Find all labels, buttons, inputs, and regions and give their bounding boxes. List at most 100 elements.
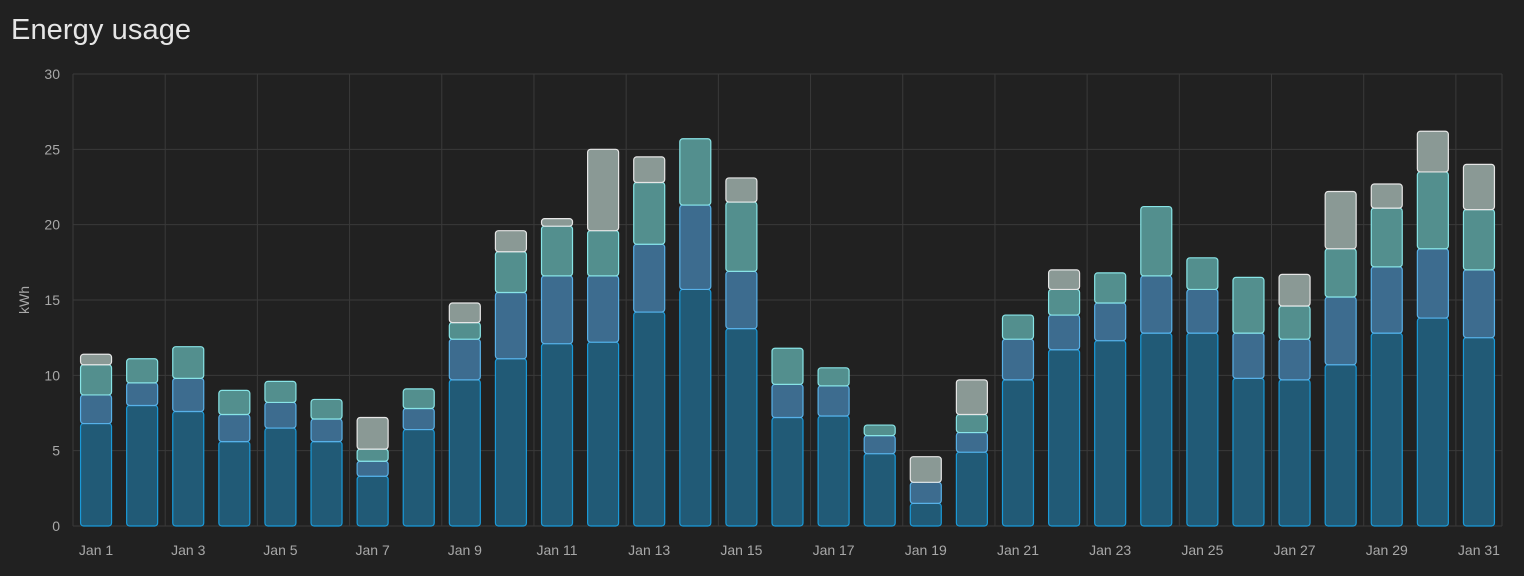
x-tick-label: Jan 5: [263, 542, 297, 558]
bar-segment: [633, 156, 666, 184]
bar-segment: [1232, 276, 1265, 334]
y-tick-label: 10: [44, 367, 60, 383]
bar-segment: [126, 382, 159, 407]
bar-segment: [955, 431, 988, 453]
bar-segment: [402, 407, 435, 431]
card-title: Energy usage: [11, 14, 192, 46]
bar-segment: [79, 353, 113, 366]
bar-segment: [955, 379, 988, 416]
x-tick-label: Jan 3: [171, 542, 205, 558]
x-tick-label: Jan 1: [79, 542, 113, 558]
bar-segment: [679, 288, 712, 527]
bar-segment: [1001, 379, 1035, 527]
bar-segment: [1462, 163, 1496, 211]
bar-segment: [1001, 314, 1035, 340]
bar-segment: [172, 377, 205, 413]
bar-segment: [1370, 183, 1403, 209]
bar-segment: [909, 456, 942, 483]
bar-segment: [310, 418, 343, 443]
bar-segment: [817, 415, 850, 527]
bar-segment: [1047, 349, 1081, 527]
bar-segment: [1278, 379, 1311, 527]
bar-segment: [1416, 171, 1449, 250]
y-tick-label: 0: [52, 518, 60, 534]
bar-segment: [1140, 205, 1173, 277]
bar-segment: [863, 424, 896, 437]
bar-segment: [1140, 275, 1173, 334]
bar-segment: [1462, 269, 1496, 339]
x-tick-label: Jan 27: [1274, 542, 1316, 558]
bar-segment: [126, 358, 159, 384]
bar-segment: [725, 201, 758, 272]
bar-segment: [633, 311, 666, 527]
bar-segment: [1370, 207, 1403, 268]
x-tick-label: Jan 15: [720, 542, 762, 558]
bar-segment: [587, 230, 620, 277]
x-tick-label: Jan 25: [1181, 542, 1223, 558]
bar-segment: [448, 322, 481, 340]
bar-segment: [1416, 248, 1449, 319]
x-tick-label: Jan 9: [448, 542, 482, 558]
bar-segment: [1324, 248, 1357, 298]
bar-segment: [1094, 340, 1127, 527]
bar-segment: [494, 251, 528, 294]
bar-segment: [587, 148, 620, 232]
bar-segment: [1094, 272, 1127, 304]
x-tick-label: Jan 13: [628, 542, 670, 558]
bar-segment: [1186, 257, 1219, 291]
bar-segment: [540, 343, 574, 527]
bar-segment: [1324, 364, 1357, 527]
bar-segment: [1047, 269, 1081, 291]
x-tick-label: Jan 29: [1366, 542, 1408, 558]
bar-segment: [356, 416, 389, 450]
y-tick-label: 5: [52, 443, 60, 459]
bar-segment: [79, 364, 113, 396]
bar-segment: [1462, 209, 1496, 271]
bar-segment: [955, 413, 988, 434]
y-tick-label: 15: [44, 292, 60, 308]
bar-segment: [1324, 190, 1357, 250]
bar-segment: [1001, 338, 1035, 381]
bar-segment: [1094, 302, 1127, 342]
bar-segment: [218, 413, 251, 443]
bar-segment: [310, 398, 343, 420]
bar-segment: [356, 475, 389, 527]
bar-segment: [1370, 266, 1403, 334]
bar-segment: [402, 388, 435, 410]
bar-segment: [218, 441, 251, 527]
bar-segment: [540, 275, 574, 345]
y-tick-label: 25: [44, 141, 60, 157]
bar-segment: [909, 481, 942, 505]
bar-segment: [494, 291, 528, 360]
bar-segment: [909, 502, 942, 527]
bar-segment: [1278, 338, 1311, 381]
bar-segment: [1462, 337, 1496, 527]
bar-segment: [863, 435, 896, 455]
bar-segment: [1232, 332, 1265, 379]
x-tick-label: Jan 31: [1458, 542, 1500, 558]
bar-segment: [218, 389, 251, 416]
bar-segment: [863, 453, 896, 527]
bar-segment: [1047, 288, 1081, 316]
bar-segment: [817, 367, 850, 387]
bar-segment: [1186, 288, 1219, 334]
bar-segment: [448, 379, 481, 527]
bar-segment: [1140, 332, 1173, 527]
bar-segment: [264, 401, 297, 429]
bar-segment: [402, 428, 435, 527]
bar-segment: [1324, 296, 1357, 366]
bar-segment: [448, 302, 481, 324]
bar-segment: [448, 338, 481, 381]
bar-segment: [79, 394, 113, 425]
bar-segment: [540, 218, 574, 227]
bar-segment: [587, 275, 620, 343]
bar-segment: [126, 404, 159, 527]
bar-segment: [725, 177, 758, 203]
y-tick-label: 30: [44, 66, 60, 82]
bar-segment: [1278, 305, 1311, 340]
bar-segment: [1186, 332, 1219, 527]
bar-segment: [725, 328, 758, 527]
x-tick-label: Jan 17: [813, 542, 855, 558]
